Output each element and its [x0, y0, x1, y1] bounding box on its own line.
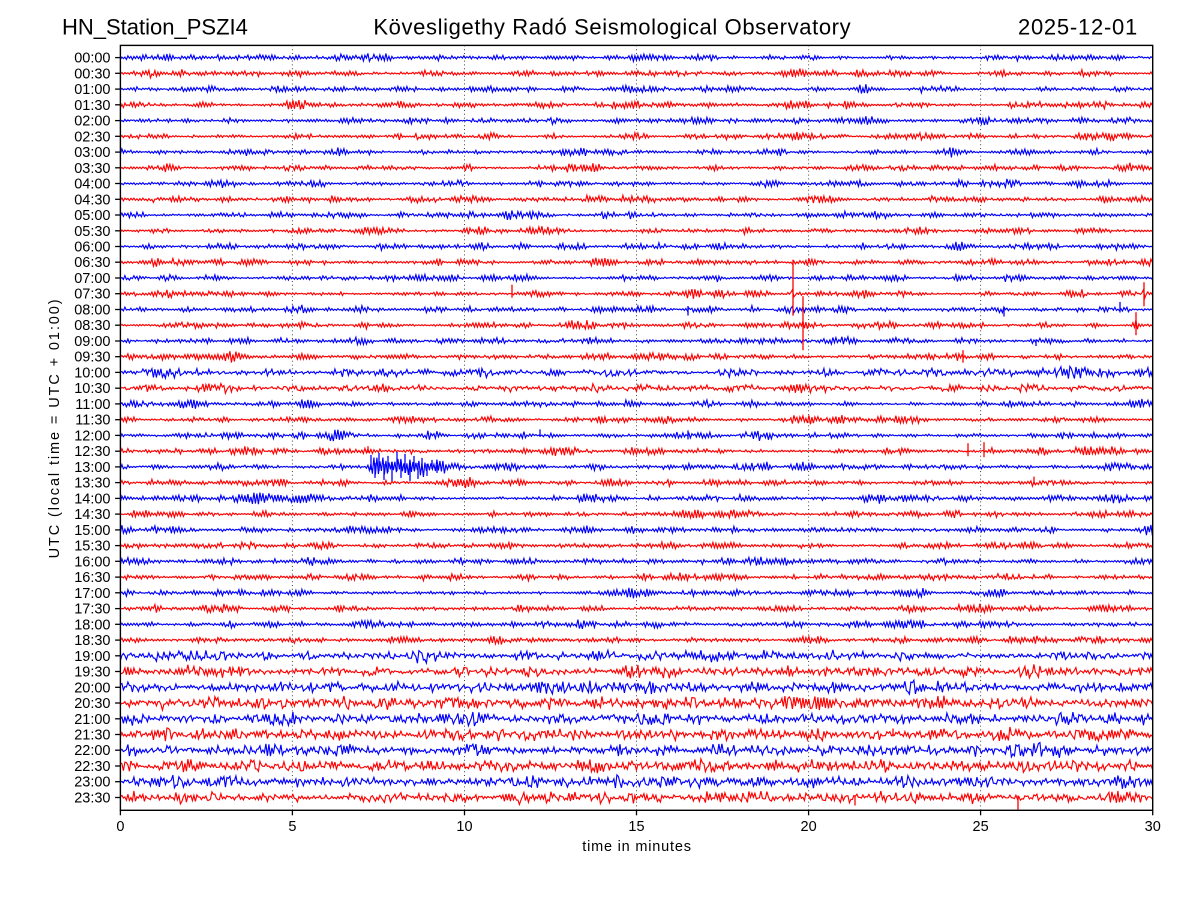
svg-text:14:30: 14:30 — [74, 507, 110, 523]
svg-text:17:30: 17:30 — [74, 602, 110, 618]
svg-text:10:00: 10:00 — [74, 365, 110, 381]
svg-text:13:00: 13:00 — [74, 460, 110, 476]
svg-text:06:30: 06:30 — [74, 255, 110, 271]
svg-text:19:00: 19:00 — [74, 649, 110, 665]
svg-text:19:30: 19:30 — [74, 665, 110, 681]
svg-text:11:30: 11:30 — [75, 413, 110, 429]
svg-text:04:00: 04:00 — [74, 177, 110, 193]
svg-text:20: 20 — [801, 819, 817, 835]
svg-text:Kövesligethy Radó Seismologica: Kövesligethy Radó Seismological Observat… — [373, 15, 851, 40]
svg-text:00:30: 00:30 — [74, 66, 110, 82]
svg-text:5: 5 — [288, 819, 296, 835]
svg-text:10: 10 — [456, 819, 472, 835]
svg-text:02:00: 02:00 — [74, 114, 110, 130]
svg-text:23:30: 23:30 — [74, 791, 110, 807]
svg-text:15: 15 — [628, 819, 644, 835]
svg-text:01:00: 01:00 — [74, 82, 110, 98]
svg-text:UTC (local time = UTC + 01:00): UTC (local time = UTC + 01:00) — [47, 298, 63, 559]
svg-text:10:30: 10:30 — [74, 381, 110, 397]
svg-text:13:30: 13:30 — [74, 476, 110, 492]
svg-text:08:00: 08:00 — [74, 303, 110, 319]
svg-text:18:00: 18:00 — [74, 617, 110, 633]
svg-text:21:30: 21:30 — [74, 728, 110, 744]
svg-text:16:00: 16:00 — [74, 554, 110, 570]
svg-text:04:30: 04:30 — [74, 192, 110, 208]
svg-text:01:30: 01:30 — [74, 98, 110, 114]
svg-text:20:30: 20:30 — [74, 696, 110, 712]
svg-text:05:30: 05:30 — [74, 224, 110, 240]
svg-text:07:30: 07:30 — [74, 287, 110, 303]
svg-text:22:00: 22:00 — [74, 743, 110, 759]
svg-text:22:30: 22:30 — [74, 759, 110, 775]
svg-text:16:30: 16:30 — [74, 570, 110, 586]
svg-text:07:00: 07:00 — [74, 271, 110, 287]
svg-text:15:30: 15:30 — [74, 539, 110, 555]
svg-text:HN_Station_PSZI4: HN_Station_PSZI4 — [62, 15, 248, 40]
svg-text:12:30: 12:30 — [74, 444, 110, 460]
svg-text:08:30: 08:30 — [74, 318, 110, 334]
svg-text:23:00: 23:00 — [74, 775, 110, 791]
svg-text:30: 30 — [1145, 819, 1161, 835]
svg-text:06:00: 06:00 — [74, 240, 110, 256]
svg-text:14:00: 14:00 — [74, 491, 110, 507]
svg-text:time in minutes: time in minutes — [582, 839, 692, 855]
svg-text:00:00: 00:00 — [74, 51, 110, 67]
svg-text:0: 0 — [116, 819, 124, 835]
svg-text:03:30: 03:30 — [74, 161, 110, 177]
svg-text:25: 25 — [973, 819, 989, 835]
svg-text:18:30: 18:30 — [74, 633, 110, 649]
svg-text:15:00: 15:00 — [74, 523, 110, 539]
svg-text:12:00: 12:00 — [74, 428, 110, 444]
svg-text:17:00: 17:00 — [74, 586, 110, 602]
svg-text:09:00: 09:00 — [74, 334, 110, 350]
svg-text:09:30: 09:30 — [74, 350, 110, 366]
svg-text:11:00: 11:00 — [75, 397, 110, 413]
svg-text:20:00: 20:00 — [74, 680, 110, 696]
svg-text:02:30: 02:30 — [74, 129, 110, 145]
svg-text:03:00: 03:00 — [74, 145, 110, 161]
svg-text:2025-12-01: 2025-12-01 — [1018, 15, 1138, 40]
svg-text:21:00: 21:00 — [74, 712, 110, 728]
svg-text:05:00: 05:00 — [74, 208, 110, 224]
